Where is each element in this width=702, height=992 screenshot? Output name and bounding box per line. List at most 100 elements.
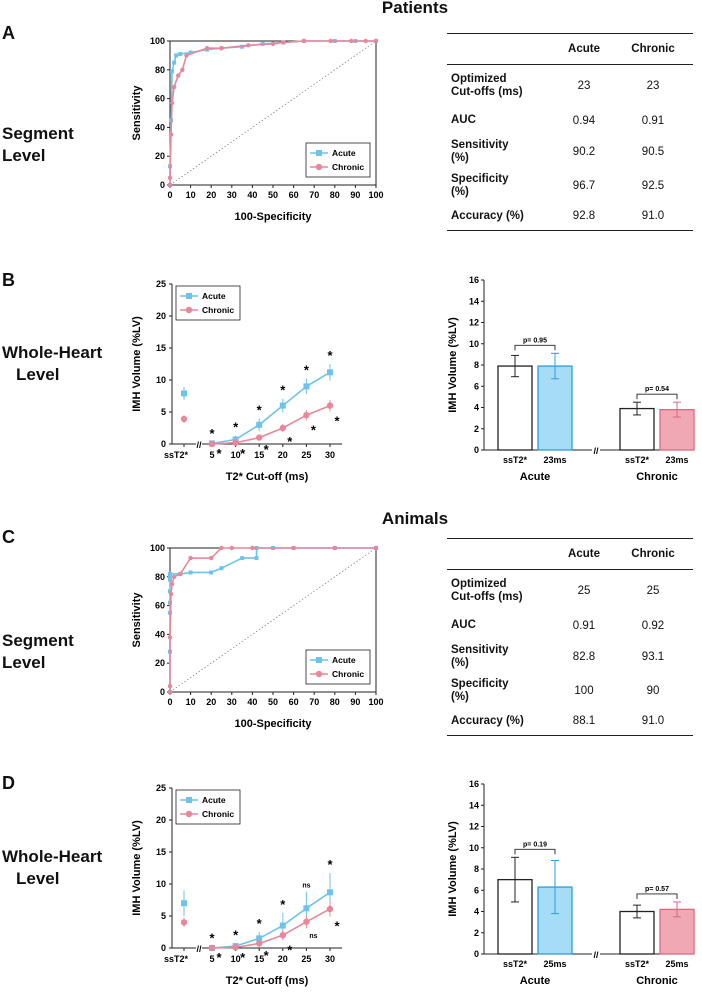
legend-marker: [315, 163, 323, 171]
row-label-line: Sensitivity: [451, 138, 509, 151]
y-tick-label: 14: [469, 800, 479, 810]
y-tick-label: 40: [155, 629, 165, 639]
data-point: [326, 905, 334, 913]
x-tick-label: 90: [350, 190, 360, 200]
data-point: [219, 46, 224, 51]
data-point: [256, 421, 263, 428]
x-tick-label: 15: [254, 954, 264, 964]
x-axis-label: T2* Cut-off (ms): [226, 975, 309, 987]
table-header-acute: Acute: [555, 538, 613, 570]
y-tick-label: 8: [474, 864, 479, 874]
x-tick-label: 90: [350, 697, 360, 707]
x-tick-label: 100: [368, 190, 383, 200]
row-label-line: AUC: [451, 619, 476, 631]
data-point: [219, 566, 224, 571]
cell-acute: 88.1: [572, 715, 596, 728]
x-tick-label: ssT2*: [625, 455, 650, 465]
data-point: [281, 40, 286, 45]
group-label: Chronic: [636, 471, 678, 483]
row-label-line: Segment: [2, 631, 74, 650]
y-axis-label: Sensitivity: [131, 592, 143, 648]
significance-label: *: [311, 422, 317, 437]
cell-acute: 100: [574, 684, 594, 697]
bar-chart-animals: // 0 2 4 6 8 10 12 14 16 IMH Volume (%LV) ssT2* 25ms…: [447, 779, 695, 987]
panel-letter-d: D: [2, 773, 15, 793]
data-point: [180, 67, 185, 72]
x-tick-label: 25: [301, 954, 311, 964]
table-row: Accuracy (%) 88.1 91.0: [447, 708, 693, 736]
group-label: Acute: [520, 975, 551, 987]
data-point: [279, 932, 286, 939]
row-label-line: Accuracy (%): [451, 714, 524, 727]
cell-acute: 82.8: [572, 650, 596, 663]
data-point: [219, 545, 224, 551]
p-value-label: p= 0.19: [523, 841, 547, 848]
table-row: AUC 0.94 0.91: [447, 107, 693, 135]
p-value-label: p= 0.57: [645, 886, 669, 893]
data-point: [240, 556, 245, 561]
significance-label: *: [327, 348, 333, 363]
x-tick-label: 25ms: [543, 959, 566, 969]
significance-label: *: [216, 950, 222, 965]
y-tick-label: 0: [474, 445, 479, 455]
data-point: [303, 412, 310, 419]
panel-letter-c: C: [2, 527, 15, 547]
significance-bracket: [636, 893, 678, 899]
data-point: [270, 41, 276, 47]
data-point: [328, 38, 333, 44]
volume-line-acute: [211, 891, 331, 949]
group-label: Acute: [520, 471, 551, 483]
y-tick-label: 20: [155, 658, 165, 668]
y-tick-label: 20: [156, 815, 166, 825]
row-label-wholeheart-d: Whole-Heart Level: [2, 846, 102, 890]
row-label-line: (%): [451, 690, 469, 703]
sst2-point: [181, 900, 187, 907]
table-header-acute: Acute: [555, 33, 613, 65]
x-tick-label: 23ms: [543, 455, 566, 465]
y-tick-label: 100: [150, 543, 165, 553]
x-tick-label: 20: [278, 954, 288, 964]
data-point: [232, 944, 239, 951]
data-point: [246, 43, 251, 48]
significance-label: *: [287, 942, 293, 957]
data-point: [256, 940, 263, 947]
significance-label: *: [327, 857, 333, 872]
significance-label: *: [233, 420, 239, 435]
cell-chronic: 23: [646, 79, 660, 92]
row-label: Optimized Cut-offs (ms): [447, 570, 555, 612]
data-point: [327, 889, 333, 896]
table-row: Specificity (%) 96.7 92.5: [447, 169, 693, 203]
y-tick-label: 2: [474, 928, 479, 938]
bar-acute-1: [537, 365, 573, 451]
data-point: [209, 555, 214, 561]
data-point: [301, 38, 307, 44]
legend-marker: [185, 306, 193, 314]
data-point: [279, 402, 286, 409]
data-point: [332, 545, 337, 551]
row-label: Specificity (%): [447, 169, 555, 203]
significance-bracket: [514, 344, 556, 351]
y-tick-label: 0: [160, 180, 165, 190]
legend-marker: [186, 797, 192, 803]
x-tick-label: 40: [247, 697, 257, 707]
row-label-line: Accuracy (%): [451, 209, 524, 222]
y-axis-label: Sensitivity: [131, 85, 143, 141]
x-tick-label: 10: [231, 450, 241, 460]
y-tick-label: 10: [156, 879, 166, 889]
table-header-row: Acute Chronic: [447, 33, 693, 65]
cell-chronic: 90: [646, 684, 660, 697]
x-tick-label: 30: [325, 450, 335, 460]
y-tick-label: 6: [474, 885, 479, 895]
data-point: [188, 50, 193, 55]
y-tick-label: 20: [155, 151, 165, 161]
significance-label: *: [287, 434, 293, 449]
x-tick-label: 20: [206, 190, 216, 200]
roc-line-chronic: [169, 40, 376, 185]
data-point: [171, 84, 177, 90]
data-point: [291, 545, 296, 551]
x-tick-label: 80: [330, 697, 340, 707]
x-tick-label: ssT2*: [625, 959, 650, 969]
data-point: [303, 905, 310, 912]
significance-label: *: [280, 383, 286, 398]
panel-letter-a: A: [2, 23, 15, 43]
